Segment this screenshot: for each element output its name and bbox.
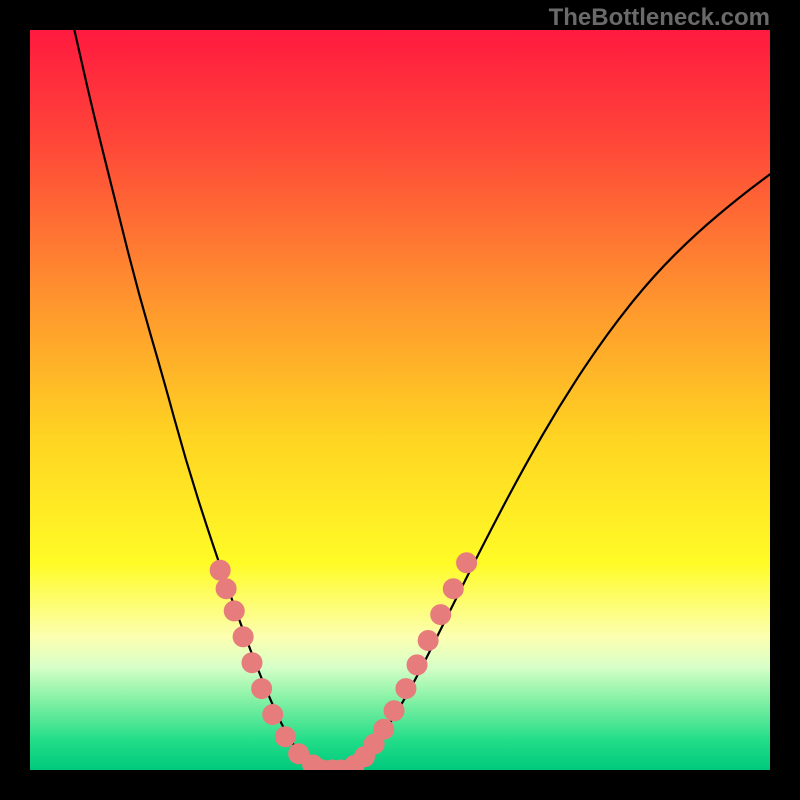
marker-right xyxy=(385,702,403,720)
marker-left xyxy=(234,628,252,646)
marker-left xyxy=(243,654,261,672)
marker-right xyxy=(444,580,462,598)
marker-left xyxy=(264,706,282,724)
marker-left xyxy=(225,602,243,620)
gradient-background xyxy=(30,30,770,770)
marker-right xyxy=(397,680,415,698)
marker-right xyxy=(375,720,393,738)
marker-left xyxy=(276,728,294,746)
marker-right xyxy=(432,606,450,624)
marker-left xyxy=(253,680,271,698)
plot-area xyxy=(30,30,770,770)
marker-right xyxy=(408,656,426,674)
watermark-text: TheBottleneck.com xyxy=(549,4,770,32)
marker-right xyxy=(419,632,437,650)
marker-left xyxy=(211,561,229,579)
marker-right xyxy=(458,554,476,572)
chart-container: TheBottleneck.com xyxy=(0,0,800,800)
marker-left xyxy=(217,580,235,598)
plot-svg xyxy=(30,30,770,770)
